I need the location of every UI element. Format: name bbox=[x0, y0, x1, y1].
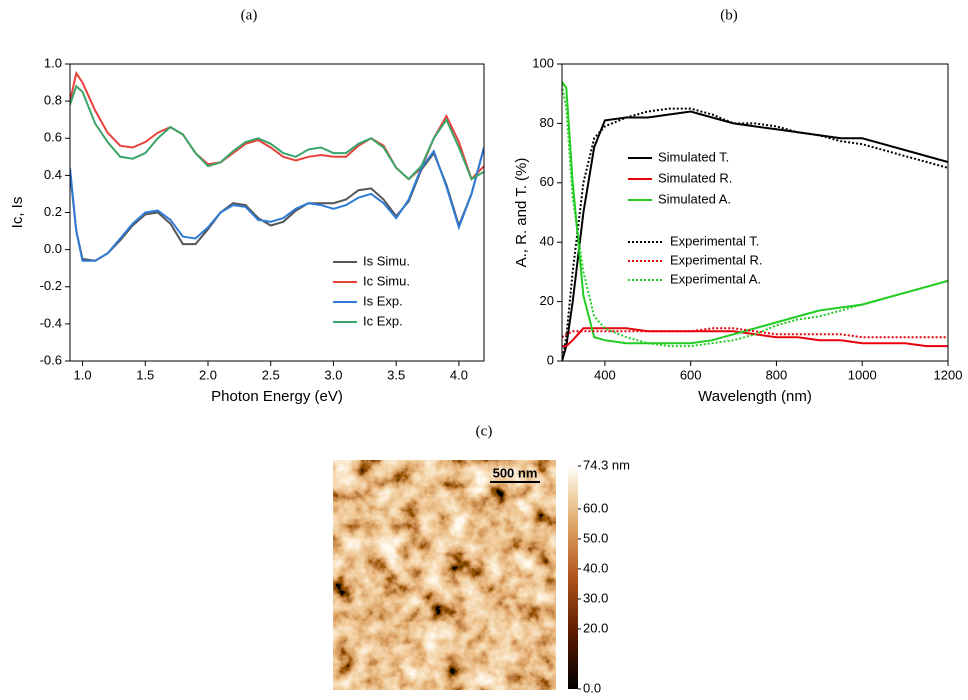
legend-label: Is Exp. bbox=[363, 293, 403, 308]
y-tick-label: 0.8 bbox=[44, 93, 62, 108]
series-line bbox=[562, 327, 948, 348]
legend-label: Experimental R. bbox=[670, 252, 762, 267]
plot-frame bbox=[561, 63, 949, 362]
series-line bbox=[562, 327, 948, 339]
legend-label: Ic Simu. bbox=[363, 273, 410, 288]
legend-label: Experimental T. bbox=[670, 233, 759, 248]
colorbar-tick-label: 74.3 nm bbox=[583, 457, 630, 472]
afm-panel: 500 nm 74.3 nm 60.0 50.0 40.0 30.0 20.0 0.0 bbox=[333, 457, 630, 695]
x-axis-title: Photon Energy (eV) bbox=[211, 388, 343, 405]
y-tick-label: 20 bbox=[540, 293, 554, 308]
colorbar-tick-label: 20.0 bbox=[583, 620, 608, 635]
colorbar-tick-label: 40.0 bbox=[583, 560, 608, 575]
afm-image bbox=[333, 460, 556, 690]
colorbar bbox=[568, 466, 578, 689]
y-tick-label: 0 bbox=[547, 352, 554, 367]
plot-frame bbox=[69, 63, 485, 362]
x-tick-label: 3.0 bbox=[324, 367, 342, 382]
legend-label: Ic Exp. bbox=[363, 313, 403, 328]
legend-label: Simulated T. bbox=[658, 149, 729, 164]
series-line bbox=[562, 107, 948, 361]
colorbar-tick-label: 60.0 bbox=[583, 500, 608, 515]
panel-label: (a) bbox=[241, 7, 258, 23]
legend-label: Simulated R. bbox=[658, 170, 732, 185]
x-tick-label: 1200 bbox=[934, 367, 963, 382]
x-tick-label: 1000 bbox=[848, 367, 877, 382]
x-tick-label: 400 bbox=[594, 367, 616, 382]
y-tick-label: 60 bbox=[540, 174, 554, 189]
x-tick-label: 2.0 bbox=[199, 367, 217, 382]
series-line bbox=[70, 147, 484, 262]
legend-label: Simulated A. bbox=[658, 191, 731, 206]
x-tick-label: 2.5 bbox=[262, 367, 280, 382]
colorbar-tick-label: 50.0 bbox=[583, 530, 608, 545]
colorbar-tick-label: 30.0 bbox=[583, 590, 608, 605]
x-tick-label: 1.5 bbox=[136, 367, 154, 382]
panel-label: (c) bbox=[476, 423, 493, 439]
y-axis-title: A., R. and T. (%) bbox=[513, 158, 530, 268]
y-tick-label: 0.0 bbox=[44, 241, 62, 256]
x-tick-label: 600 bbox=[680, 367, 702, 382]
y-tick-label: 0.4 bbox=[44, 167, 62, 182]
x-axis-title: Wavelength (nm) bbox=[698, 388, 812, 405]
y-tick-label: -0.6 bbox=[40, 352, 62, 367]
y-tick-label: 100 bbox=[532, 55, 554, 70]
series-line bbox=[70, 84, 484, 181]
x-tick-label: 4.0 bbox=[450, 367, 468, 382]
x-tick-label: 800 bbox=[766, 367, 788, 382]
colorbar-tick-label: 0.0 bbox=[583, 680, 601, 695]
series-line bbox=[562, 81, 948, 345]
y-tick-label: -0.2 bbox=[40, 278, 62, 293]
scale-bar-label: 500 nm bbox=[493, 465, 538, 480]
legend-label: Is Simu. bbox=[363, 253, 410, 268]
y-tick-label: 1.0 bbox=[44, 55, 62, 70]
series-line bbox=[562, 110, 948, 361]
y-tick-label: 80 bbox=[540, 115, 554, 130]
y-tick-label: 40 bbox=[540, 234, 554, 249]
y-axis-title: Ic, Is bbox=[9, 197, 26, 229]
x-tick-label: 3.5 bbox=[387, 367, 405, 382]
y-tick-label: 0.2 bbox=[44, 204, 62, 219]
y-tick-label: -0.4 bbox=[40, 315, 62, 330]
x-tick-label: 1.0 bbox=[74, 367, 92, 382]
panel-label: (b) bbox=[720, 7, 738, 23]
y-tick-label: 0.6 bbox=[44, 130, 62, 145]
legend-label: Experimental A. bbox=[670, 271, 761, 286]
